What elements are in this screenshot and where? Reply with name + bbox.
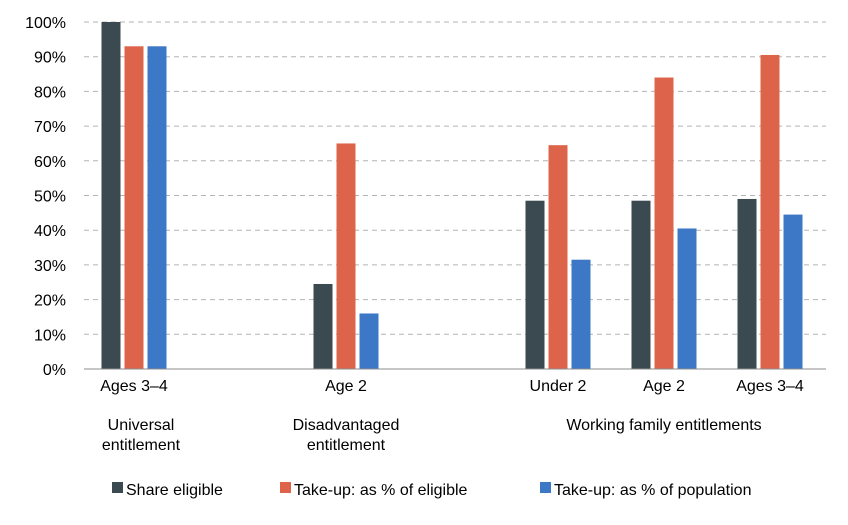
y-tick-label: 60% [34, 154, 66, 171]
legend-label: Take-up: as % of population [554, 482, 751, 499]
x-axis-tick-labels: Ages 3–4 Age 2 Under 2 Age 2 Ages 3–4 [100, 378, 804, 395]
x-tick-label: Ages 3–4 [100, 378, 168, 395]
bar-share-eligible [631, 200, 651, 369]
legend-swatch [540, 482, 551, 493]
y-tick-label: 40% [34, 223, 66, 240]
bar-take-up-as-of-eligible [548, 145, 568, 369]
group-label: Working family entitlements [566, 417, 761, 434]
group-label: entitlement [102, 437, 181, 454]
bar-take-up-as-of-population [359, 313, 379, 369]
x-tick-label: Age 2 [325, 378, 367, 395]
bar-take-up-as-of-population [147, 46, 167, 369]
bar-share-eligible [525, 200, 545, 369]
bar-share-eligible [737, 198, 757, 369]
gridlines [84, 21, 826, 335]
y-tick-label: 30% [34, 258, 66, 275]
legend: Share eligible Take-up: as % of eligible T… [112, 482, 751, 499]
y-tick-label: 80% [34, 84, 66, 101]
group-label: Universal [108, 417, 175, 434]
group-labels: Universal entitlement Disadvantaged entitle… [102, 417, 762, 454]
bars [101, 22, 803, 370]
y-tick-label: 0% [43, 362, 66, 379]
y-tick-label: 10% [34, 327, 66, 344]
bar-share-eligible [101, 22, 121, 369]
y-tick-label: 70% [34, 119, 66, 136]
bar-take-up-as-of-population [571, 259, 591, 369]
bar-take-up-as-of-population [783, 214, 803, 369]
y-tick-label: 50% [34, 189, 66, 206]
y-axis-tick-labels: 0% 10% 20% 30% 40% 50% 60% 70% 80% 90% 100% [25, 15, 66, 379]
legend-label: Share eligible [126, 482, 223, 499]
bar-share-eligible [313, 283, 333, 369]
group-label: Disadvantaged [293, 417, 400, 434]
legend-swatch [112, 482, 123, 493]
bar-take-up-as-of-eligible [336, 143, 356, 369]
x-tick-label: Age 2 [643, 378, 685, 395]
y-tick-label: 100% [25, 15, 66, 32]
y-tick-label: 20% [34, 293, 66, 310]
group-label: entitlement [307, 437, 386, 454]
x-tick-label: Under 2 [530, 378, 587, 395]
legend-swatch [280, 482, 291, 493]
bar-take-up-as-of-eligible [760, 54, 780, 370]
y-tick-label: 90% [34, 50, 66, 67]
bar-take-up-as-of-population [677, 228, 697, 369]
bar-take-up-as-of-eligible [654, 77, 674, 370]
legend-label: Take-up: as % of eligible [294, 482, 468, 499]
x-tick-label: Ages 3–4 [736, 378, 804, 395]
bar-take-up-as-of-eligible [124, 46, 144, 369]
